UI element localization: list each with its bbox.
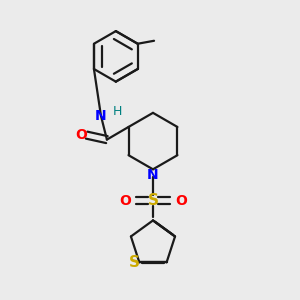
Text: O: O: [175, 194, 187, 208]
Text: H: H: [112, 105, 122, 118]
Text: N: N: [95, 109, 107, 123]
Text: S: S: [128, 255, 140, 270]
Text: O: O: [119, 194, 131, 208]
Text: N: N: [147, 168, 159, 182]
Text: O: O: [75, 128, 87, 142]
Text: S: S: [148, 193, 158, 208]
